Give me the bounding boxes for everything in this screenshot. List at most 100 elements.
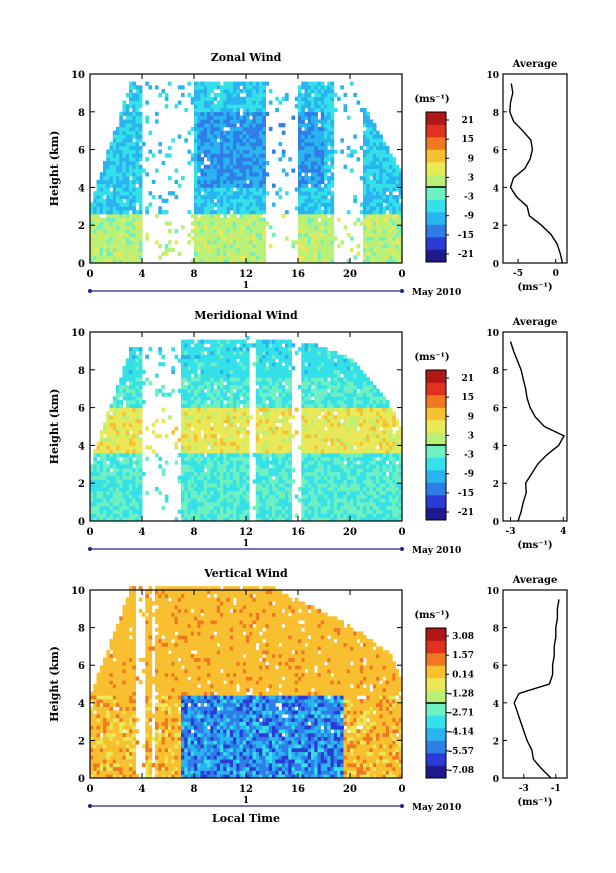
heatmap-cell xyxy=(372,198,377,203)
heatmap-cell xyxy=(385,187,390,192)
heatmap-cell xyxy=(116,437,120,442)
heatmap-cell xyxy=(210,130,214,135)
heatmap-cell xyxy=(158,490,162,495)
heatmap-cell xyxy=(116,153,120,158)
heatmap-cell xyxy=(369,202,374,207)
heatmap-cell xyxy=(200,142,205,147)
heatmap-cell xyxy=(385,259,390,264)
heatmap-cell xyxy=(304,441,309,446)
heatmap-cell xyxy=(265,347,270,352)
heatmap-cell xyxy=(255,210,260,215)
heatmap-cell xyxy=(103,210,107,215)
heatmap-cell xyxy=(122,217,127,222)
heatmap-cell xyxy=(129,400,133,405)
heatmap-cell xyxy=(281,464,286,469)
heatmap-cell xyxy=(132,487,136,492)
heatmap-cell xyxy=(135,179,140,184)
heatmap-cell xyxy=(272,487,276,492)
heatmap-cell xyxy=(262,453,266,458)
heatmap-cell xyxy=(288,494,292,499)
heatmap-cell xyxy=(116,142,120,147)
heatmap-cell xyxy=(304,479,309,484)
heatmap-cell xyxy=(190,490,195,495)
heatmap-cell xyxy=(119,142,123,147)
heatmap-cell xyxy=(106,517,110,522)
heatmap-cell xyxy=(116,168,120,173)
heatmap-cell xyxy=(184,468,188,473)
heatmap-cell xyxy=(236,145,240,150)
heatmap-cell xyxy=(200,100,205,105)
heatmap-cell xyxy=(311,247,315,253)
heatmap-cell xyxy=(398,206,403,211)
heatmap-cell xyxy=(307,400,312,405)
heatmap-cell xyxy=(301,411,305,416)
heatmap-cell xyxy=(389,160,393,166)
heatmap-cell xyxy=(190,339,195,344)
heatmap-cell xyxy=(307,85,312,90)
heatmap-cell xyxy=(132,198,136,203)
heatmap-cell xyxy=(226,240,231,245)
heatmap-cell xyxy=(216,475,221,480)
heatmap-cell xyxy=(220,437,224,442)
heatmap-cell xyxy=(233,475,237,480)
heatmap-cell xyxy=(314,157,318,162)
heatmap-cell xyxy=(252,153,257,158)
heatmap-cell xyxy=(197,259,201,264)
heatmap-cell xyxy=(304,449,309,454)
heatmap-cell xyxy=(132,187,136,192)
heatmap-cell xyxy=(220,100,224,105)
heatmap-cell xyxy=(184,487,188,492)
heatmap-cell xyxy=(363,130,367,135)
heatmap-cell xyxy=(307,225,312,230)
heatmap-cell xyxy=(200,236,205,241)
heatmap-cell xyxy=(252,232,257,237)
heatmap-cell xyxy=(255,195,260,200)
heatmap-cell xyxy=(272,498,276,503)
heatmap-cell xyxy=(320,126,325,132)
heatmap-cell xyxy=(262,251,266,256)
heatmap-cell xyxy=(259,225,263,230)
heatmap-cell xyxy=(213,210,218,215)
heatmap-cell xyxy=(194,483,198,488)
heatmap-cell xyxy=(132,490,136,495)
heatmap-cell xyxy=(148,149,153,154)
heatmap-cell xyxy=(233,126,237,132)
heatmap-cell xyxy=(135,354,140,359)
heatmap-cell xyxy=(229,92,234,98)
heatmap-cell xyxy=(96,202,101,207)
heatmap-cell xyxy=(200,468,205,473)
heatmap-cell xyxy=(129,490,133,495)
heatmap-cell xyxy=(194,354,198,359)
heatmap-cell xyxy=(249,111,253,116)
heatmap-cell xyxy=(255,347,260,352)
heatmap-cell xyxy=(129,381,133,386)
heatmap-cell xyxy=(213,388,218,393)
heatmap-cell xyxy=(372,164,377,169)
heatmap-cell xyxy=(311,259,315,264)
heatmap-cell xyxy=(200,453,205,458)
heatmap-cell xyxy=(106,179,110,184)
heatmap-cell xyxy=(194,229,198,234)
heatmap-cell xyxy=(252,111,257,116)
heatmap-cell xyxy=(106,418,110,424)
heatmap-cell xyxy=(216,479,221,484)
heatmap-cell xyxy=(382,187,387,192)
heatmap-cell xyxy=(392,187,396,192)
heatmap-cell xyxy=(385,183,390,188)
heatmap-cell xyxy=(262,494,266,499)
heatmap-cell xyxy=(382,232,387,237)
heatmap-cell xyxy=(223,206,227,211)
heatmap-cell xyxy=(385,225,390,230)
heatmap-cell xyxy=(223,388,227,393)
heatmap-cell xyxy=(301,505,305,511)
heatmap-cell xyxy=(366,149,370,154)
x-tick-label: 20 xyxy=(343,269,357,280)
heatmap-cell xyxy=(369,244,374,249)
heatmap-cell xyxy=(320,108,325,113)
heatmap-cell xyxy=(242,418,247,424)
heatmap-cell xyxy=(327,104,331,109)
heatmap-cell xyxy=(119,483,123,488)
heatmap-cell xyxy=(278,430,283,435)
heatmap-cell xyxy=(220,388,224,393)
heatmap-cell xyxy=(288,362,292,367)
